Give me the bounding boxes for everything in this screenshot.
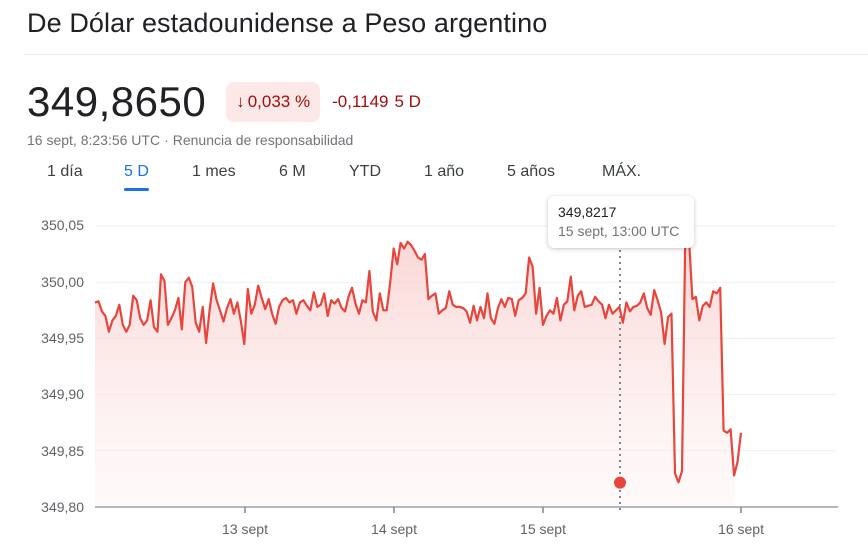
y-tick-label: 350,00: [41, 274, 84, 290]
current-price: 349,8650: [27, 78, 207, 125]
tab-ytd[interactable]: YTD: [349, 163, 381, 180]
change-absolute: -0,1149 5 D: [332, 92, 421, 112]
tab-1-year[interactable]: 1 año: [424, 163, 465, 180]
hover-point-marker: [614, 476, 626, 489]
y-tick-label: 349,90: [41, 386, 84, 402]
tab-5-days[interactable]: 5 D: [124, 163, 149, 191]
price-chart[interactable]: 350,05 350,00 349,95 349,90 349,85 349,8…: [0, 195, 868, 553]
y-tick-label: 349,95: [41, 330, 84, 346]
disclaimer-link[interactable]: Renuncia de responsabilidad: [172, 132, 354, 148]
x-axis: [95, 506, 838, 513]
meta-separator: ·: [164, 132, 169, 148]
chart-tooltip: 349,8217 15 sept, 13:00 UTC: [548, 196, 694, 248]
tab-1-month[interactable]: 1 mes: [192, 163, 236, 180]
x-tick-label: 16 sept: [718, 521, 764, 537]
x-tick-label: 15 sept: [520, 521, 566, 537]
x-tick-label: 14 sept: [371, 521, 417, 537]
y-tick-label: 349,80: [41, 499, 84, 515]
page-title: De Dólar estadounidense a Peso argentino: [27, 8, 548, 38]
timestamp: 16 sept, 8:23:56 UTC: [27, 132, 161, 148]
quote-meta: 16 sept, 8:23:56 UTC · Renuncia de respons…: [27, 132, 353, 148]
change-period: 5 D: [394, 92, 421, 111]
price-line: [94, 224, 743, 484]
y-tick-label: 349,85: [41, 443, 84, 459]
change-percent-badge: ↓ 0,033 %: [226, 82, 321, 122]
tab-5-years[interactable]: 5 años: [507, 163, 556, 180]
arrow-down-icon: ↓: [236, 92, 245, 111]
title-divider: [24, 54, 868, 55]
tab-6-months[interactable]: 6 M: [279, 163, 306, 180]
x-tick-label: 13 sept: [222, 521, 268, 537]
tooltip-time: 15 sept, 13:00 UTC: [558, 223, 680, 239]
tab-max[interactable]: MÁX.: [602, 163, 642, 180]
y-tick-label: 350,05: [41, 217, 84, 233]
price-area-fill: [95, 226, 735, 507]
tab-1-day[interactable]: 1 día: [47, 163, 83, 180]
change-percent: 0,033 %: [247, 92, 311, 111]
quote-row: 349,8650 ↓ 0,033 % -0,1149 5 D: [27, 78, 421, 126]
change-absolute-value: -0,1149: [332, 92, 389, 111]
tooltip-value: 349,8217: [558, 204, 617, 220]
chart-plot-area[interactable]: [0, 195, 868, 553]
